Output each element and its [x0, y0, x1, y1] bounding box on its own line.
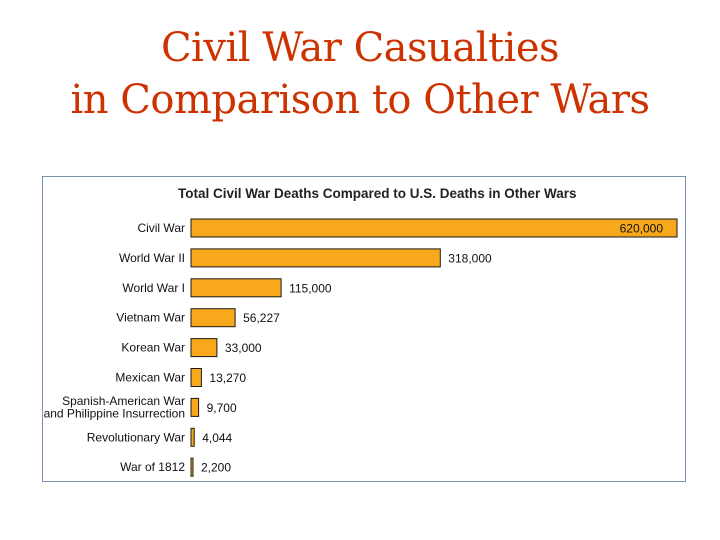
chart-title: Total Civil War Deaths Compared to U.S. …: [178, 186, 577, 201]
bar: [190, 218, 678, 238]
bar: [190, 308, 236, 328]
bar-chart: Total Civil War Deaths Compared to U.S. …: [44, 186, 678, 477]
bar: [190, 278, 282, 298]
value-label: 115,000: [289, 281, 332, 295]
category-label: World War I: [122, 281, 185, 295]
value-label: 33,000: [225, 341, 262, 355]
value-label: 620,000: [620, 222, 664, 236]
category-label: Korean War: [121, 341, 185, 355]
category-label: Mexican War: [115, 371, 185, 385]
slide-title-line-1: Civil War Casualties: [160, 25, 560, 71]
value-label: 2,200: [201, 461, 231, 475]
category-label: Civil War: [137, 221, 185, 235]
slide-title: Civil War Casualties in Comparison to Ot…: [0, 22, 720, 126]
category-label: War of 1812: [120, 460, 185, 474]
bar: [190, 457, 194, 477]
value-label: 56,227: [243, 311, 280, 325]
chart-frame: Total Civil War Deaths Compared to U.S. …: [42, 176, 686, 482]
bar: [190, 368, 202, 387]
value-label: 9,700: [207, 401, 237, 415]
category-label: World War II: [119, 251, 185, 265]
bars-layer: Civil War 620,000 World War II 318,000 World…: [44, 218, 678, 477]
bar: [190, 427, 195, 447]
value-label: 318,000: [448, 251, 492, 265]
bar: [190, 248, 441, 268]
category-label: Vietnam War: [116, 311, 185, 325]
bar: [190, 338, 218, 358]
slide-title-line-2: in Comparison to Other Wars: [70, 77, 650, 123]
bar: [190, 397, 200, 417]
category-label: Spanish-American War and Philippine Insur…: [44, 394, 185, 421]
category-label: Revolutionary War: [87, 430, 185, 444]
value-label: 13,270: [209, 371, 246, 385]
value-label: 4,044: [202, 431, 232, 445]
